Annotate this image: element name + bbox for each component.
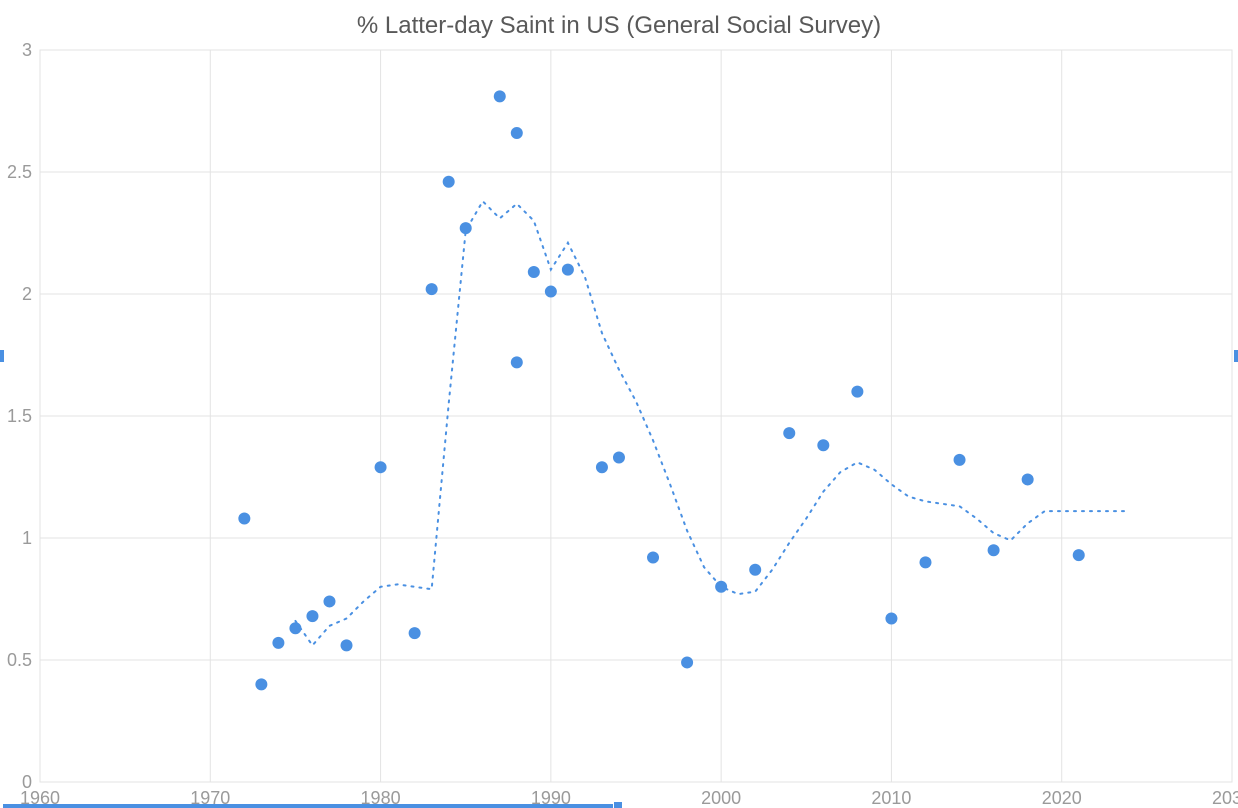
data-point[interactable] [647, 552, 659, 564]
y-tick-label: 0.5 [7, 650, 32, 670]
data-point[interactable] [409, 627, 421, 639]
y-tick-label: 3 [22, 40, 32, 60]
axis-handle-bottom-bar[interactable] [3, 804, 613, 808]
data-point[interactable] [511, 127, 523, 139]
data-point[interactable] [289, 622, 301, 634]
data-point[interactable] [596, 461, 608, 473]
x-tick-label: 2010 [871, 788, 911, 808]
x-tick-label: 2000 [701, 788, 741, 808]
data-point[interactable] [613, 451, 625, 463]
y-tick-label: 1 [22, 528, 32, 548]
data-point[interactable] [919, 556, 931, 568]
y-tick-label: 2 [22, 284, 32, 304]
data-point[interactable] [494, 90, 506, 102]
data-point[interactable] [306, 610, 318, 622]
data-point[interactable] [954, 454, 966, 466]
data-point[interactable] [255, 678, 267, 690]
data-point[interactable] [783, 427, 795, 439]
axis-handle-left[interactable] [0, 350, 4, 362]
axis-handle-bottom-thumb[interactable] [614, 802, 622, 808]
y-tick-label: 0 [22, 772, 32, 792]
data-point[interactable] [681, 656, 693, 668]
data-point[interactable] [426, 283, 438, 295]
data-point[interactable] [341, 639, 353, 651]
x-tick-label: 2030 [1212, 788, 1238, 808]
data-point[interactable] [749, 564, 761, 576]
axis-handle-right[interactable] [1234, 350, 1238, 362]
data-point[interactable] [511, 356, 523, 368]
data-point[interactable] [528, 266, 540, 278]
data-point[interactable] [238, 512, 250, 524]
data-point[interactable] [885, 613, 897, 625]
y-tick-label: 2.5 [7, 162, 32, 182]
data-point[interactable] [1022, 473, 1034, 485]
chart-container: % Latter-day Saint in US (General Social… [0, 0, 1238, 808]
data-point[interactable] [1073, 549, 1085, 561]
data-point[interactable] [715, 581, 727, 593]
data-point[interactable] [562, 264, 574, 276]
x-tick-label: 2020 [1042, 788, 1082, 808]
data-point[interactable] [272, 637, 284, 649]
data-point[interactable] [851, 386, 863, 398]
data-point[interactable] [375, 461, 387, 473]
data-point[interactable] [323, 595, 335, 607]
data-point[interactable] [545, 286, 557, 298]
data-point[interactable] [988, 544, 1000, 556]
data-point[interactable] [443, 176, 455, 188]
data-point[interactable] [817, 439, 829, 451]
chart-plot: 1960197019801990200020102020203000.511.5… [0, 0, 1238, 808]
y-tick-label: 1.5 [7, 406, 32, 426]
data-point[interactable] [460, 222, 472, 234]
